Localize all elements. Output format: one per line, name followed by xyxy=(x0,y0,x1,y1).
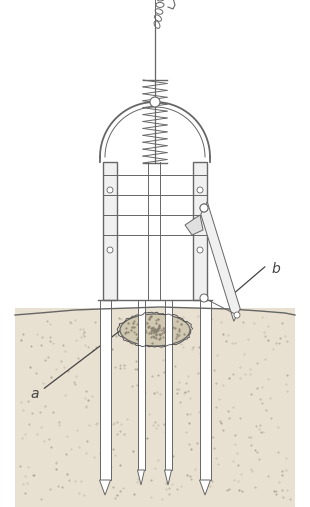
Polygon shape xyxy=(15,308,295,507)
FancyBboxPatch shape xyxy=(165,295,171,470)
Text: a: a xyxy=(30,387,38,401)
Bar xyxy=(193,162,207,300)
Circle shape xyxy=(150,97,160,107)
FancyBboxPatch shape xyxy=(100,300,110,480)
Circle shape xyxy=(200,204,208,212)
Circle shape xyxy=(197,247,203,253)
Text: b: b xyxy=(272,262,281,276)
Polygon shape xyxy=(185,215,203,235)
FancyBboxPatch shape xyxy=(200,300,210,480)
Circle shape xyxy=(107,187,113,193)
Polygon shape xyxy=(200,480,210,495)
Bar xyxy=(103,162,207,300)
Circle shape xyxy=(107,247,113,253)
Bar xyxy=(103,162,117,300)
Polygon shape xyxy=(138,470,144,485)
Ellipse shape xyxy=(120,314,190,346)
Circle shape xyxy=(200,204,208,212)
FancyBboxPatch shape xyxy=(138,295,144,470)
Circle shape xyxy=(234,312,240,318)
Circle shape xyxy=(197,187,203,193)
Polygon shape xyxy=(165,470,171,485)
Polygon shape xyxy=(100,480,110,495)
Circle shape xyxy=(200,294,208,302)
Polygon shape xyxy=(201,202,240,321)
